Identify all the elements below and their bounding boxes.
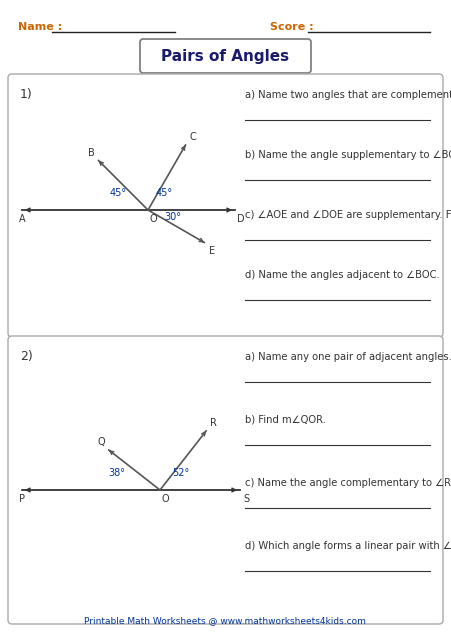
Text: C: C [189,132,196,142]
Text: c) ∠AOE and ∠DOE are supplementary. Find m∠AOE.: c) ∠AOE and ∠DOE are supplementary. Find… [245,210,451,220]
Text: S: S [243,494,249,504]
Text: P: P [19,494,25,504]
Text: Name :: Name : [18,22,62,32]
Text: Printable Math Worksheets @ www.mathworksheets4kids.com: Printable Math Worksheets @ www.mathwork… [84,616,366,625]
Text: B: B [88,148,95,157]
Text: 38°: 38° [108,468,125,478]
Text: 30°: 30° [164,212,181,222]
Text: 45°: 45° [156,188,173,198]
Text: c) Name the angle complementary to ∠ROS.: c) Name the angle complementary to ∠ROS. [245,478,451,488]
Text: O: O [150,214,158,224]
Text: E: E [209,247,216,256]
Text: A: A [18,214,25,224]
Text: 1): 1) [20,88,33,101]
Text: O: O [162,494,170,504]
Text: d) Which angle forms a linear pair with ∠POQ.: d) Which angle forms a linear pair with … [245,541,451,551]
Text: D: D [237,214,244,224]
FancyBboxPatch shape [8,336,443,624]
Text: a) Name any one pair of adjacent angles.: a) Name any one pair of adjacent angles. [245,352,451,362]
Text: R: R [210,418,217,428]
FancyBboxPatch shape [140,39,311,73]
Text: 52°: 52° [172,468,189,478]
Text: Score :: Score : [270,22,313,32]
Text: b) Find m∠QOR.: b) Find m∠QOR. [245,415,326,425]
Text: b) Name the angle supplementary to ∠BOA.: b) Name the angle supplementary to ∠BOA. [245,150,451,160]
FancyBboxPatch shape [8,74,443,337]
Text: Pairs of Angles: Pairs of Angles [161,49,289,63]
Text: 2): 2) [20,350,33,363]
Text: Q: Q [97,437,105,447]
Text: a) Name two angles that are complementary.: a) Name two angles that are complementar… [245,90,451,100]
Text: 45°: 45° [110,188,127,198]
Text: d) Name the angles adjacent to ∠BOC.: d) Name the angles adjacent to ∠BOC. [245,270,440,280]
